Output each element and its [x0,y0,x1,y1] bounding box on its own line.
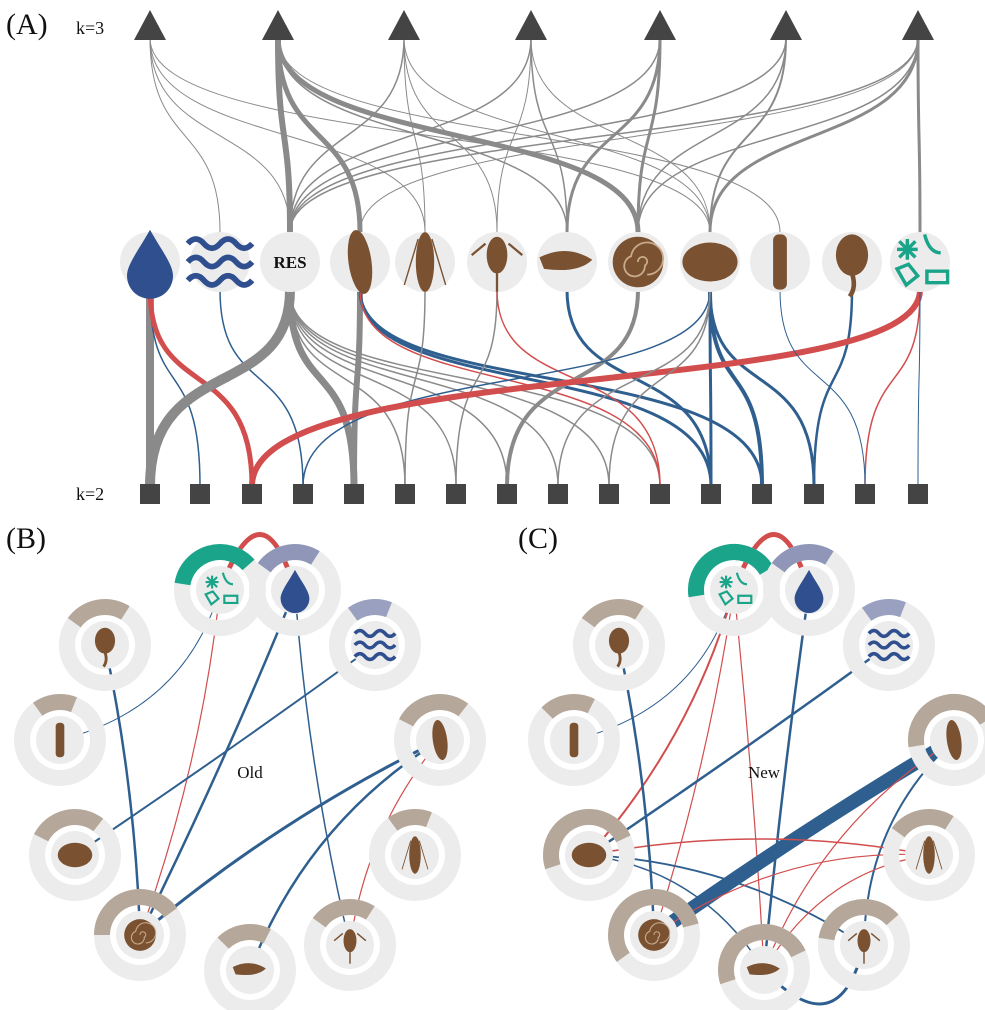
ring-arc [393,817,429,824]
rotifer-icon [836,234,868,275]
copepod-icon [409,836,421,873]
level3-node [388,10,420,40]
ring-arc [898,817,949,833]
edge [290,290,507,486]
rotifer-icon [570,723,579,758]
panel-label: (C) [518,522,558,555]
edge [918,38,920,232]
level3-node [770,10,802,40]
level2-node [908,484,928,504]
level2-node [395,484,415,504]
level2-node [293,484,313,504]
ring-arc [353,607,389,614]
edge [354,290,360,486]
level2-node [855,484,875,504]
edge [140,590,295,935]
res-label: RES [273,253,306,272]
edge [456,290,497,486]
ring-arc [264,552,315,568]
ring-arc [867,607,903,614]
edge [150,38,220,232]
copepod-icon [923,836,935,873]
level2-node [497,484,517,504]
copepod-icon [416,232,434,292]
taxon-icon [124,919,156,951]
edge [814,290,852,486]
taxon-icon [570,723,579,758]
level-label: k=2 [76,484,104,504]
ring-arc [223,932,267,943]
edge [278,38,638,232]
rotifer-icon [56,723,65,758]
edge [654,740,954,935]
taxon-icon [682,242,737,281]
level2-node [548,484,568,504]
edge [710,38,918,232]
copepod-icon [858,929,871,952]
edge [710,290,711,486]
node-bg [196,566,244,614]
edge [150,38,290,232]
level-label: k=3 [76,18,104,38]
edge [609,290,710,486]
level2-node [190,484,210,504]
edge [638,38,918,232]
level3-node [134,10,166,40]
level2-node [701,484,721,504]
level2-node [242,484,262,504]
taxon-icon [58,843,93,867]
copepod-icon [344,929,357,952]
ostracod-icon [682,242,737,281]
edge [710,38,786,232]
copepod-icon [487,237,508,274]
node-bg [710,566,758,614]
edge [865,290,920,486]
level3-node [262,10,294,40]
figure: (A) k=3 k=2 (B) (C) RES Old New [0,0,985,1010]
ring-arc [588,607,639,623]
edge [290,38,918,232]
ostracod-icon [572,843,607,867]
taxon-icon [773,234,787,289]
level2-node [804,484,824,504]
edge [780,290,865,486]
rotifer-icon [773,234,787,289]
level2-node [446,484,466,504]
taxon-icon [56,723,65,758]
panel-label: (A) [6,8,48,41]
level2-node [344,484,364,504]
ring-arc [547,702,591,713]
rotifer-icon [609,628,629,654]
edge [405,290,425,486]
center-label: Old [237,763,263,782]
level3-node [644,10,676,40]
edge [140,590,220,935]
edge [140,740,440,935]
taxon-icon [638,919,670,951]
level2-node [140,484,160,504]
level2-node [650,484,670,504]
taxon-icon [613,237,664,288]
ring-arc [38,702,74,709]
panel-label: (B) [6,522,46,555]
center-label: New [748,763,781,782]
ostracod-icon [58,843,93,867]
rotifer-icon [95,628,115,654]
level2-node [599,484,619,504]
level3-node [902,10,934,40]
level2-node [752,484,772,504]
ring-arc [778,552,829,568]
nodes [22,10,985,1008]
edge [567,290,711,486]
level3-node [515,10,547,40]
edge [589,839,929,855]
ring-arc [74,607,125,623]
edges [60,38,954,1004]
taxon-icon [572,843,607,867]
